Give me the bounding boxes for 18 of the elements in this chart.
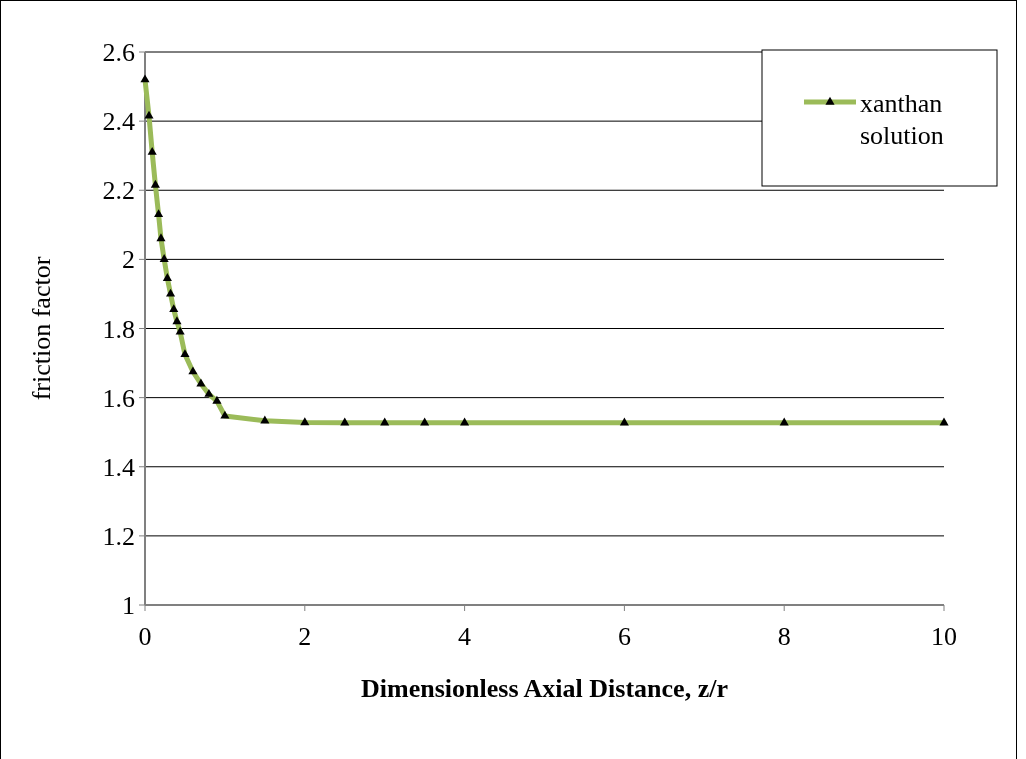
x-tick-label: 4 <box>458 622 472 651</box>
legend-label: xanthan solution <box>860 88 944 151</box>
y-tick-label: 2 <box>122 245 135 275</box>
y-tick-label: 2.2 <box>102 176 135 206</box>
y-tick-label: 2.4 <box>102 107 135 137</box>
x-tick-label: 6 <box>617 622 631 651</box>
y-tick-label: 1.6 <box>102 383 135 413</box>
y-tick-label: 1.4 <box>102 452 135 482</box>
x-tick-label: 8 <box>777 622 791 651</box>
x-axis-title: Dimensionless Axial Distance, z/r <box>361 674 728 703</box>
x-tick-label: 0 <box>138 622 152 651</box>
y-tick-label: 1.2 <box>102 521 135 551</box>
x-tick-label: 10 <box>931 622 957 651</box>
y-tick-label: 1 <box>122 591 135 621</box>
y-tick-label: 2.6 <box>102 38 135 68</box>
y-axis-title: friction factor <box>27 256 56 401</box>
x-tick-label: 2 <box>298 622 312 651</box>
y-tick-label: 1.8 <box>102 314 135 344</box>
